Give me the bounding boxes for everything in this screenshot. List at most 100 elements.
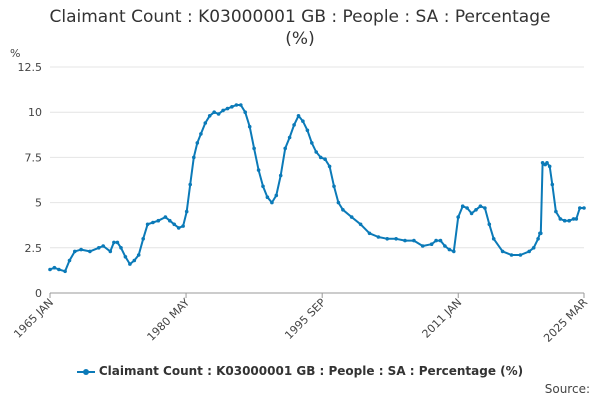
data-point[interactable] <box>119 246 123 250</box>
data-point[interactable] <box>434 238 438 243</box>
data-point[interactable] <box>509 253 514 257</box>
data-point[interactable] <box>567 218 571 223</box>
data-point[interactable] <box>323 157 327 161</box>
data-point[interactable] <box>88 249 92 254</box>
data-point[interactable] <box>403 238 407 243</box>
data-point[interactable] <box>203 121 208 125</box>
data-point[interactable] <box>582 206 586 210</box>
data-point[interactable] <box>195 141 200 145</box>
data-point[interactable] <box>265 195 270 199</box>
data-point[interactable] <box>52 265 57 270</box>
data-point[interactable] <box>270 200 274 205</box>
data-point[interactable] <box>518 253 523 257</box>
data-point[interactable] <box>341 208 345 212</box>
data-point[interactable] <box>536 237 540 241</box>
data-point[interactable] <box>469 211 474 216</box>
data-point[interactable] <box>474 208 478 212</box>
data-point[interactable] <box>168 218 172 223</box>
data-point[interactable] <box>67 258 72 263</box>
data-point[interactable] <box>145 222 150 227</box>
data-point[interactable] <box>376 235 381 239</box>
data-point[interactable] <box>136 253 141 257</box>
data-point[interactable] <box>123 254 128 259</box>
data-point[interactable] <box>199 132 203 136</box>
data-point[interactable] <box>305 128 310 133</box>
data-point[interactable] <box>332 184 336 189</box>
data-point[interactable] <box>278 173 283 178</box>
source-label[interactable]: Source: <box>544 382 590 396</box>
data-point[interactable] <box>63 269 67 274</box>
data-point[interactable] <box>349 215 354 219</box>
data-point[interactable] <box>420 244 425 248</box>
data-point[interactable] <box>367 231 372 236</box>
data-point[interactable] <box>412 238 416 243</box>
data-point[interactable] <box>483 206 487 210</box>
data-point[interactable] <box>452 249 456 254</box>
data-point[interactable] <box>527 249 531 254</box>
data-point[interactable] <box>318 155 323 160</box>
legend[interactable]: Claimant Count : K03000001 GB : People :… <box>0 364 600 378</box>
data-point[interactable] <box>48 267 52 272</box>
data-point[interactable] <box>578 206 582 210</box>
data-point[interactable] <box>234 103 239 107</box>
data-point[interactable] <box>550 182 555 187</box>
data-point[interactable] <box>230 105 234 109</box>
data-point[interactable] <box>487 222 492 227</box>
data-point[interactable] <box>225 106 230 111</box>
data-point[interactable] <box>101 244 105 248</box>
data-point[interactable] <box>460 204 465 208</box>
data-point[interactable] <box>394 237 398 241</box>
data-point[interactable] <box>447 247 452 252</box>
data-point[interactable] <box>456 215 461 219</box>
data-point[interactable] <box>57 267 61 272</box>
data-point[interactable] <box>301 119 305 123</box>
data-point[interactable] <box>216 112 221 116</box>
data-point[interactable] <box>465 206 469 210</box>
data-point[interactable] <box>558 217 563 221</box>
data-point[interactable] <box>478 204 483 208</box>
data-point[interactable] <box>256 168 261 172</box>
data-point[interactable] <box>112 240 116 245</box>
data-point[interactable] <box>531 246 536 250</box>
data-point[interactable] <box>540 161 545 165</box>
data-point[interactable] <box>261 184 265 189</box>
data-point[interactable] <box>571 217 576 221</box>
data-point[interactable] <box>163 215 168 219</box>
data-point[interactable] <box>247 124 252 129</box>
data-point[interactable] <box>252 146 256 151</box>
data-point[interactable] <box>97 246 101 250</box>
data-point[interactable] <box>181 224 185 228</box>
data-point[interactable] <box>429 242 434 246</box>
data-point[interactable] <box>141 237 145 241</box>
data-point[interactable] <box>188 182 192 187</box>
data-point[interactable] <box>574 217 579 221</box>
data-point[interactable] <box>128 262 132 266</box>
data-point[interactable] <box>243 110 247 114</box>
data-point[interactable] <box>184 209 189 214</box>
data-point[interactable] <box>115 240 120 245</box>
data-point[interactable] <box>296 114 301 118</box>
data-point[interactable] <box>500 249 505 254</box>
data-point[interactable] <box>221 108 225 113</box>
data-point[interactable] <box>274 193 279 198</box>
data-point[interactable] <box>287 135 292 140</box>
data-point[interactable] <box>438 238 443 243</box>
data-point[interactable] <box>108 249 113 254</box>
data-point[interactable] <box>73 249 77 254</box>
data-point[interactable] <box>327 164 332 169</box>
data-point[interactable] <box>545 161 549 165</box>
data-point[interactable] <box>385 237 390 241</box>
data-point[interactable] <box>172 222 176 227</box>
data-point[interactable] <box>539 231 543 236</box>
data-point[interactable] <box>156 218 161 223</box>
data-point[interactable] <box>562 218 567 223</box>
data-point[interactable] <box>554 209 558 214</box>
data-point[interactable] <box>283 146 288 151</box>
data-point[interactable] <box>192 155 196 160</box>
data-point[interactable] <box>314 150 319 154</box>
data-point[interactable] <box>239 103 243 107</box>
data-point[interactable] <box>443 244 447 248</box>
data-point[interactable] <box>358 222 363 227</box>
data-point[interactable] <box>132 258 137 263</box>
data-point[interactable] <box>151 220 155 225</box>
